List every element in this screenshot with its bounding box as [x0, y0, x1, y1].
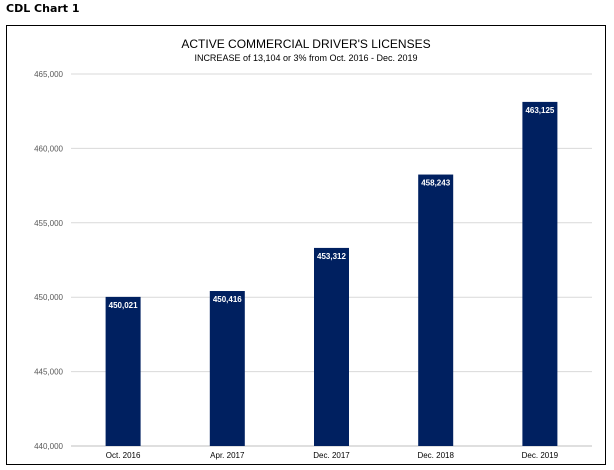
y-tick-label: 450,000 — [34, 293, 63, 302]
bar — [314, 247, 349, 446]
data-label: 458,243 — [421, 179, 450, 188]
x-tick-label: Dec. 2018 — [417, 451, 454, 460]
chart-caption: CDL Chart 1 — [6, 2, 80, 15]
x-tick-label: Dec. 2019 — [522, 451, 559, 460]
bar — [418, 174, 454, 446]
chart-title: ACTIVE COMMERCIAL DRIVER'S LICENSES — [181, 37, 430, 51]
bar — [209, 291, 245, 446]
chart-subtitle: INCREASE of 13,104 or 3% from Oct. 2016 … — [194, 53, 417, 63]
data-label: 453,312 — [317, 252, 346, 261]
data-label: 450,021 — [109, 301, 138, 310]
x-tick-label: Apr. 2017 — [210, 451, 245, 460]
y-tick-label: 465,000 — [34, 70, 63, 79]
data-label: 450,416 — [213, 295, 242, 304]
x-tick-label: Dec. 2017 — [313, 451, 350, 460]
bar-chart: ACTIVE COMMERCIAL DRIVER'S LICENSES INCR… — [34, 37, 592, 460]
y-tick-label: 445,000 — [34, 368, 63, 377]
y-tick-label: 455,000 — [34, 219, 63, 228]
x-tick-label: Oct. 2016 — [106, 451, 141, 460]
chart-frame: ACTIVE COMMERCIAL DRIVER'S LICENSES INCR… — [6, 25, 606, 465]
y-tick-label: 440,000 — [34, 442, 63, 451]
data-label: 463,125 — [525, 106, 554, 115]
bar — [105, 296, 141, 446]
bar — [522, 101, 558, 447]
x-axis-ticks: Oct. 2016 Apr. 2017 Dec. 2017 Dec. 2018 Dec.… — [106, 451, 559, 460]
bars: 450,021 450,416 453,312 458,243 463,125 — [105, 101, 558, 447]
y-axis-ticks: 440,000 445,000 450,000 455,000 460,000 465,0… — [34, 70, 63, 451]
y-tick-label: 460,000 — [34, 144, 63, 153]
